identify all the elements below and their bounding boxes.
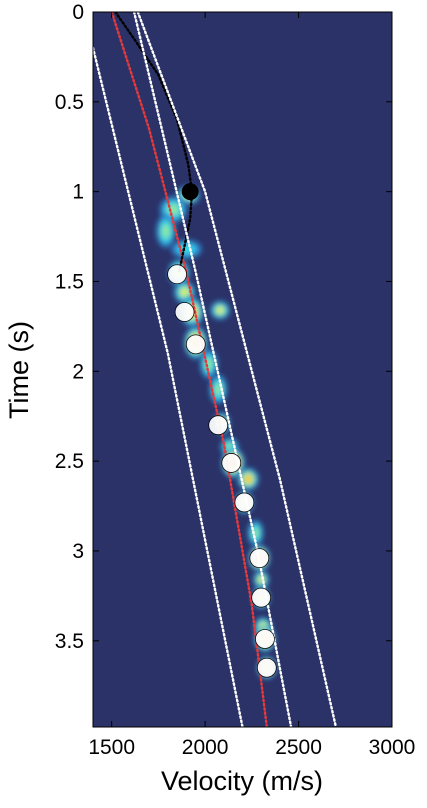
plot-frame <box>92 11 393 728</box>
pick-marker <box>256 657 277 678</box>
y-tick-label: 3.5 <box>55 630 84 653</box>
pick-marker <box>185 334 206 355</box>
semblance-contour <box>181 288 188 296</box>
y-tick-label: 1 <box>72 181 84 204</box>
pick-marker <box>221 453 242 473</box>
y-tick-label: 0 <box>72 1 84 24</box>
y-tick-label: 0.5 <box>55 91 84 114</box>
x-axis-label: Velocity (m/s) <box>161 766 323 796</box>
velocity-curve-4 <box>136 12 338 727</box>
pick-marker <box>234 492 255 513</box>
semblance-contour <box>161 224 170 239</box>
pick-marker <box>249 548 270 569</box>
semblance-contour <box>245 476 251 482</box>
semblance-blob <box>171 240 202 259</box>
velocity-curve-2 <box>93 46 244 727</box>
y-axis-label: Time (s) <box>4 321 34 419</box>
semblance-blob <box>156 214 176 248</box>
velocity-curve-1 <box>114 12 194 274</box>
velocity-picks <box>167 183 277 678</box>
x-tick-label: 2500 <box>275 736 322 759</box>
pick-marker <box>167 264 187 285</box>
x-tick-label: 3000 <box>369 736 416 759</box>
y-tick-label: 3 <box>72 540 84 563</box>
pick-marker-anchor <box>181 183 199 201</box>
pick-marker <box>255 629 275 649</box>
y-tick-label: 1.5 <box>55 270 84 293</box>
x-tick-label: 2000 <box>182 736 229 759</box>
pick-marker <box>251 587 272 608</box>
semblance-contour <box>216 307 224 314</box>
semblance-blob <box>248 520 264 546</box>
semblance-blob <box>210 301 230 320</box>
velocity-curve-0 <box>110 12 268 727</box>
pick-marker <box>174 302 195 322</box>
y-tick-label: 2 <box>72 360 84 383</box>
plot-background <box>93 12 392 727</box>
y-tick-label: 2.5 <box>55 450 84 473</box>
pick-marker <box>208 415 229 436</box>
axis-ticks: 1500 2000 2500 3000 0 0.5 1 1.5 2 2.5 3 3.5 <box>55 1 416 759</box>
x-tick-label: 1500 <box>88 736 135 759</box>
semblance-contour <box>225 442 234 451</box>
